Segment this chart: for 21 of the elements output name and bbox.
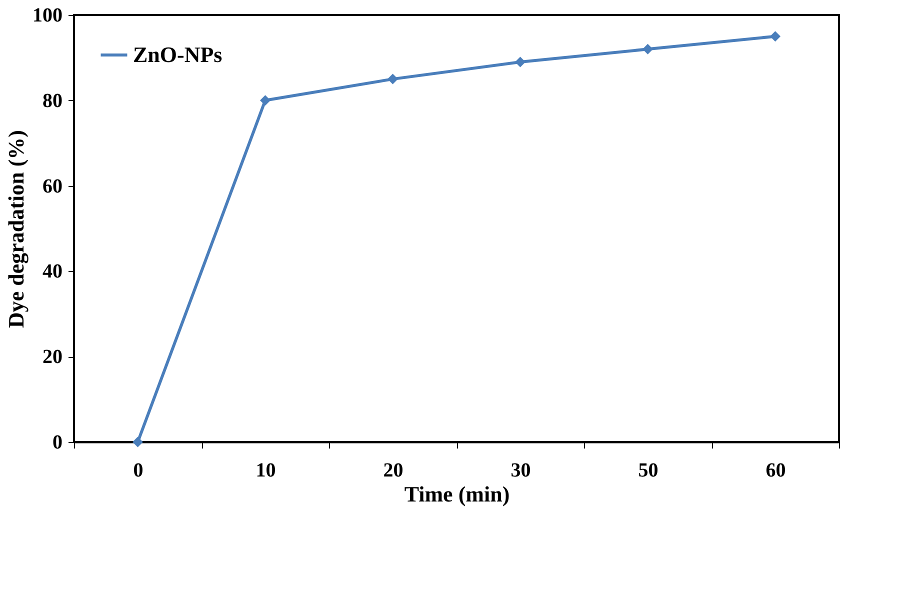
point [770, 31, 780, 42]
legend-label: ZnO-NPs [133, 42, 223, 67]
point [388, 74, 398, 84]
y-axis-title: Dye degradation (%) [4, 130, 28, 328]
y-tick-label: 40 [42, 260, 62, 283]
point [642, 44, 653, 54]
x-tick-label: 60 [766, 460, 786, 482]
y-tick-label: 20 [42, 346, 62, 368]
x-tick-label: 30 [510, 460, 531, 482]
x-tick-label: 20 [383, 460, 404, 482]
x-tick-label: 0 [133, 460, 144, 482]
x-tick-label: 50 [638, 460, 658, 482]
y-tick-label: 60 [42, 175, 62, 198]
x-tick-label: 10 [256, 460, 276, 482]
point [260, 95, 270, 106]
point [515, 56, 526, 68]
y-tick-label: 100 [32, 4, 62, 26]
point [132, 436, 143, 448]
y-tick-label: 80 [42, 90, 62, 112]
x-axis-title: Time (min) [404, 482, 510, 506]
y-tick-label: 0 [52, 432, 62, 454]
